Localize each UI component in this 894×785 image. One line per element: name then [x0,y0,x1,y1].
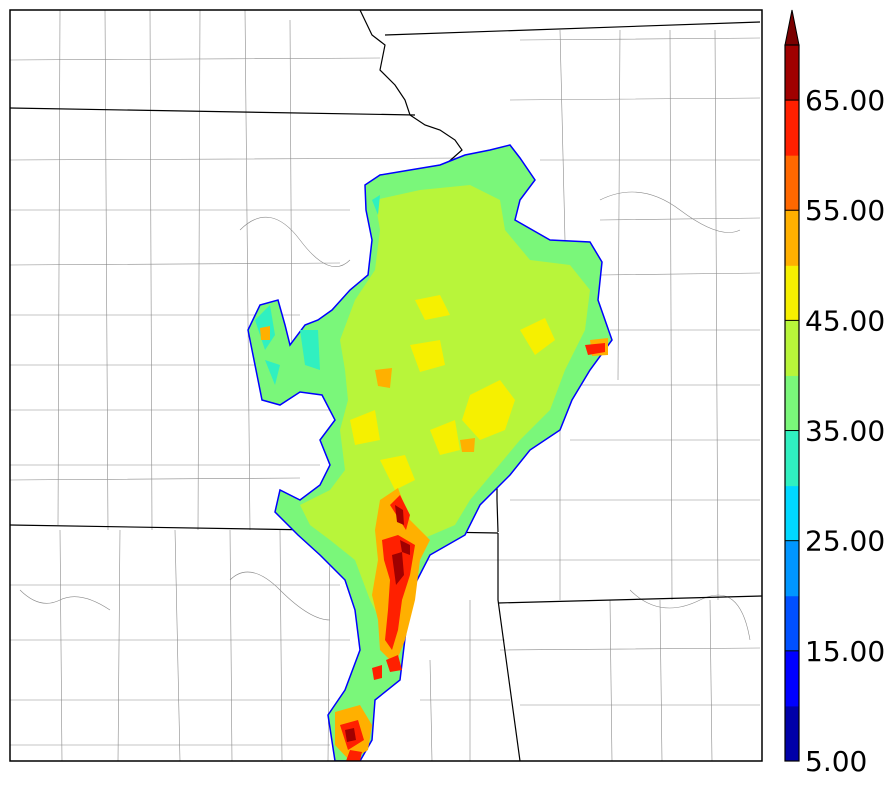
colorbar-bins [785,45,799,762]
county-boundaries [10,10,761,761]
colorbar-tick-label: 5.00 [805,745,867,778]
colorbar-bin [785,430,799,487]
colorbar-bin [785,45,799,101]
colorbar-bin [785,155,799,211]
reflectivity-field [247,144,613,761]
colorbar-ticks [785,99,799,762]
colorbar-labels: 5.00 15.00 25.00 35.00 45.00 55.00 65.00 [805,84,885,778]
colorbar-tick-label: 45.00 [805,304,885,337]
colorbar-bin [785,320,799,376]
colorbar-tick-label: 25.00 [805,525,885,558]
colorbar-bin [785,650,799,707]
map-frame [9,9,763,762]
colorbar-bin [785,375,799,432]
colorbar-tick-label: 35.00 [805,415,885,448]
colorbar-bin [785,210,799,266]
state-boundaries [10,10,762,761]
colorbar-bin [785,100,799,156]
echo-region-yellow [350,295,555,490]
colorbar-tick-label: 65.00 [805,84,885,117]
colorbar-bin [785,265,799,321]
colorbar-bin [785,705,799,762]
echo-core-red [340,343,605,761]
colorbar-tick-label: 55.00 [805,194,885,227]
colorbar-tick-label: 15.00 [805,635,885,668]
echo-region-mid [300,185,590,620]
colorbar-bin [785,595,799,652]
colorbar-extend-arrow [784,9,800,46]
echo-core-darkred [345,505,410,742]
echo-region-cyan [255,195,380,385]
colorbar-bin [785,485,799,542]
colorbar-bin [785,540,799,597]
